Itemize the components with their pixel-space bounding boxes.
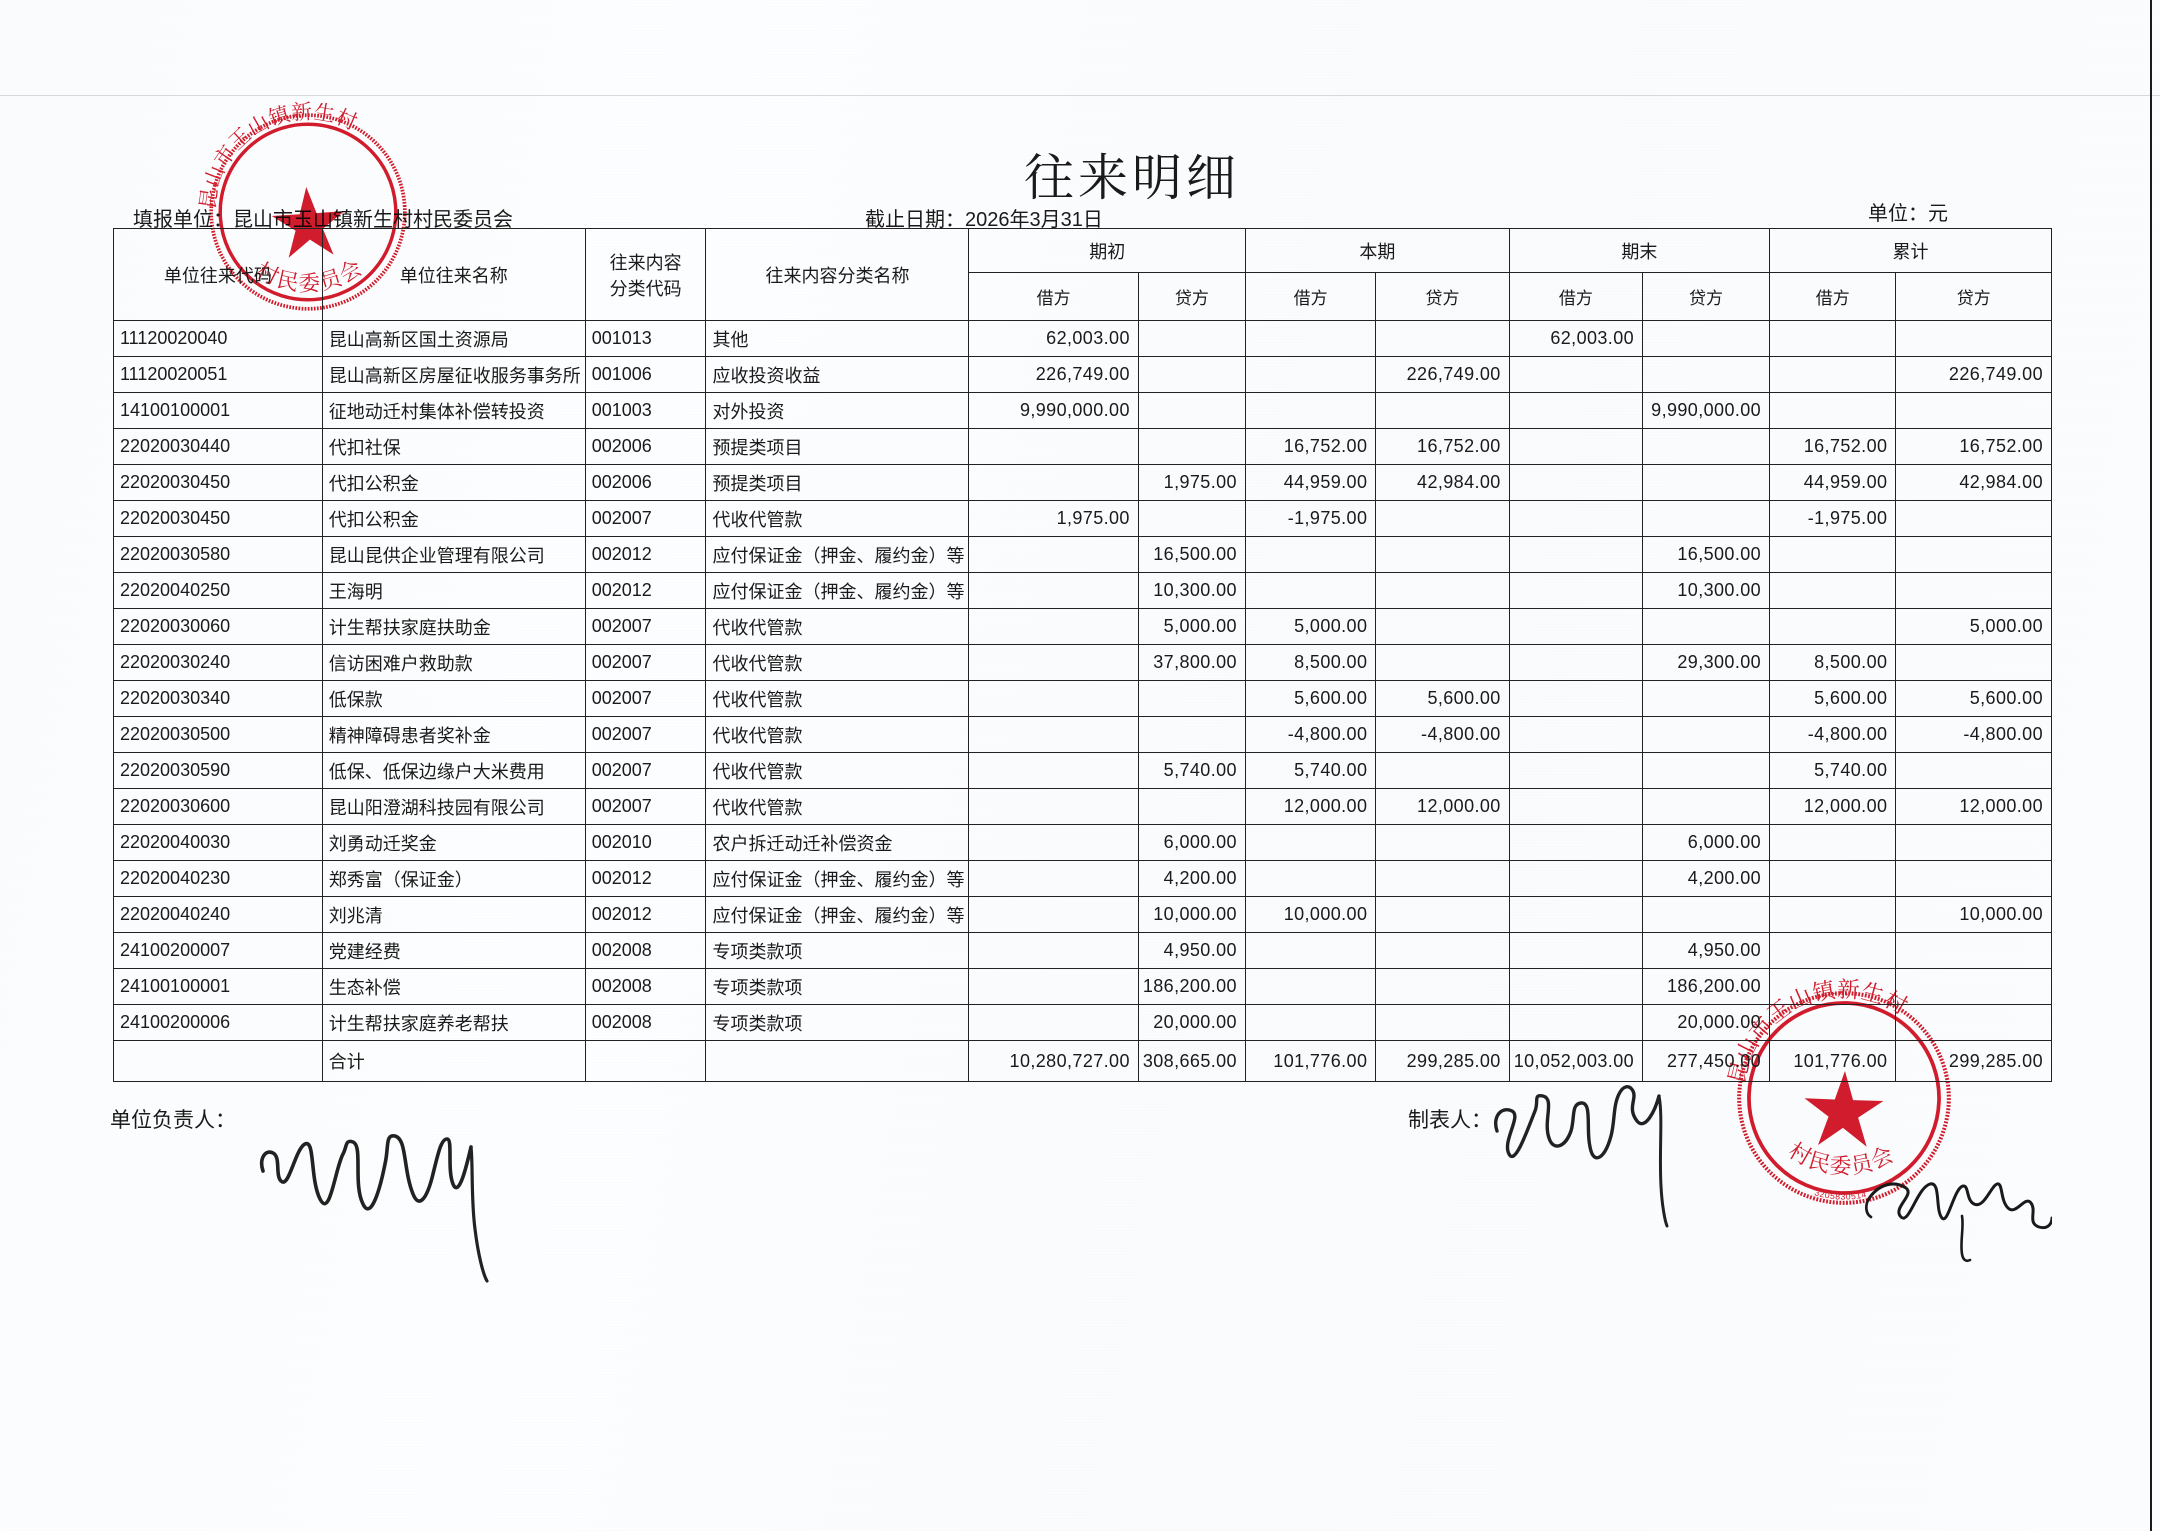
- svg-text:3205830514: 3205830514: [1813, 1187, 1868, 1202]
- svg-text:昆山市玉山镇新生村: 昆山市玉山镇新生村: [183, 91, 369, 213]
